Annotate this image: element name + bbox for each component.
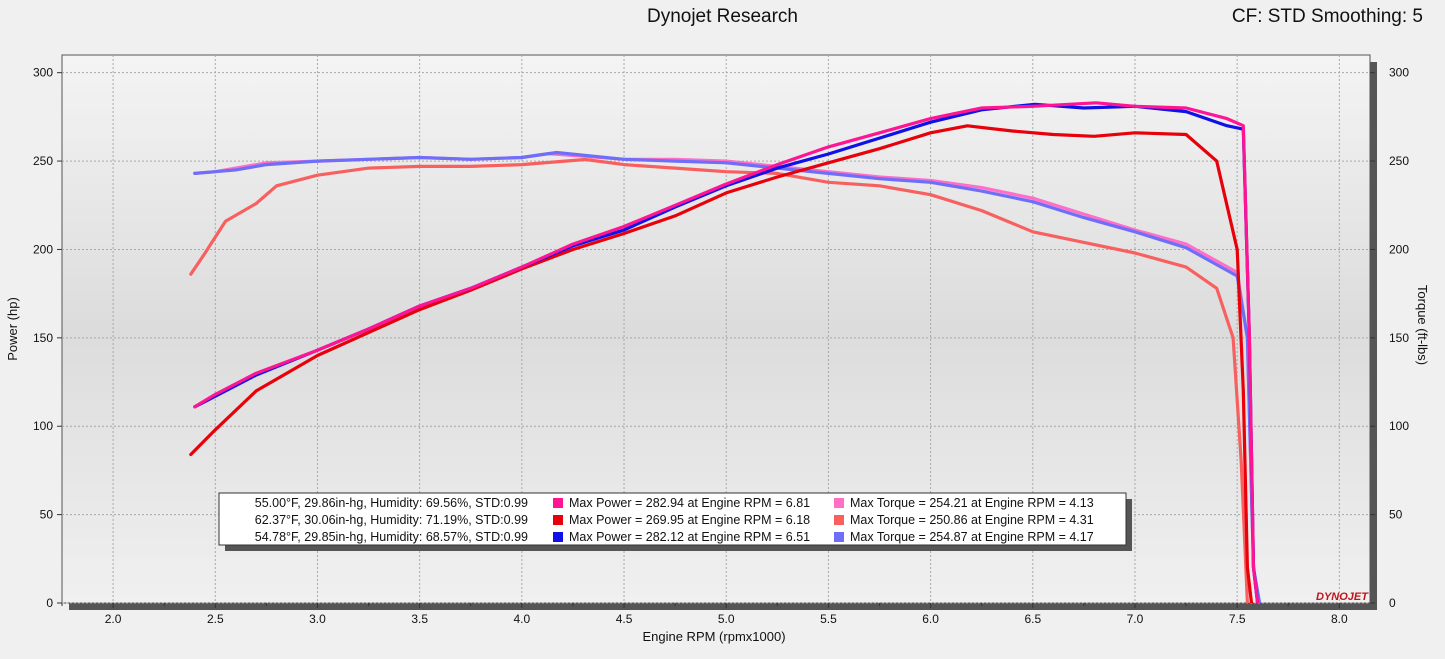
y-right-tick-label: 150 bbox=[1389, 331, 1409, 345]
legend-max-power: Max Power = 282.94 at Engine RPM = 6.81 bbox=[569, 496, 810, 510]
legend-power-swatch bbox=[553, 498, 563, 508]
series-lines bbox=[189, 101, 1262, 603]
y-left-tick-label: 150 bbox=[33, 331, 53, 345]
chart-title: Dynojet Research bbox=[646, 6, 799, 27]
x-tick-label: 4.0 bbox=[514, 612, 531, 626]
x-tick-label: 6.0 bbox=[922, 612, 939, 626]
legend-conditions: 62.37°F, 30.06in-hg, Humidity: 71.19%, S… bbox=[255, 513, 528, 527]
x-tick-label: 5.5 bbox=[820, 612, 837, 626]
y-axis-right-label: Torque (ft-lbs) bbox=[1415, 285, 1430, 365]
x-tick-label: 3.0 bbox=[309, 612, 326, 626]
y-right-tick-label: 300 bbox=[1389, 66, 1409, 80]
legend-box bbox=[218, 492, 1127, 546]
legend-max-power: Max Power = 282.12 at Engine RPM = 6.51 bbox=[569, 530, 810, 544]
x-tick-label: 2.5 bbox=[207, 612, 224, 626]
y-left-tick-label: 50 bbox=[40, 508, 54, 522]
x-tick-label: 7.0 bbox=[1127, 612, 1144, 626]
legend-max-torque: Max Torque = 254.21 at Engine RPM = 4.13 bbox=[850, 496, 1094, 510]
legend-conditions: 54.78°F, 29.85in-hg, Humidity: 68.57%, S… bbox=[255, 530, 528, 544]
x-tick-label: 6.5 bbox=[1024, 612, 1041, 626]
series-run-1-power bbox=[193, 101, 1260, 603]
x-tick-label: 7.5 bbox=[1229, 612, 1246, 626]
x-tick-label: 4.5 bbox=[616, 612, 633, 626]
x-tick-label: 3.5 bbox=[411, 612, 428, 626]
series-run-2-torque bbox=[189, 157, 1249, 603]
x-tick-label: 8.0 bbox=[1331, 612, 1348, 626]
legend: 55.00°F, 29.86in-hg, Humidity: 69.56%, S… bbox=[218, 492, 1132, 551]
y-right-tick-label: 100 bbox=[1389, 419, 1409, 433]
legend-max-torque: Max Torque = 250.86 at Engine RPM = 4.31 bbox=[850, 513, 1094, 527]
x-tick-label: 2.0 bbox=[105, 612, 122, 626]
x-axis-label: Engine RPM (rpmx1000) bbox=[642, 629, 785, 644]
chart-settings: CF: STD Smoothing: 5 bbox=[1231, 6, 1423, 27]
legend-power-swatch bbox=[553, 532, 563, 542]
legend-torque-swatch bbox=[834, 532, 844, 542]
legend-max-torque: Max Torque = 254.87 at Engine RPM = 4.17 bbox=[850, 530, 1094, 544]
y-left-tick-label: 250 bbox=[33, 154, 53, 168]
series-run-3-torque bbox=[193, 150, 1262, 603]
y-right-tick-label: 200 bbox=[1389, 242, 1409, 256]
y-left-tick-label: 0 bbox=[46, 596, 53, 610]
legend-torque-swatch bbox=[834, 515, 844, 525]
y-left-tick-label: 200 bbox=[33, 242, 53, 256]
legend-conditions: 55.00°F, 29.86in-hg, Humidity: 69.56%, S… bbox=[255, 496, 528, 510]
legend-max-power: Max Power = 269.95 at Engine RPM = 6.18 bbox=[569, 513, 810, 527]
series-run-2-power bbox=[189, 124, 1254, 603]
legend-power-swatch bbox=[553, 515, 563, 525]
y-right-tick-label: 50 bbox=[1389, 508, 1403, 522]
legend-torque-swatch bbox=[834, 498, 844, 508]
dynojet-logo: DYNOJET bbox=[1316, 591, 1369, 603]
y-axis-left-label: Power (hp) bbox=[5, 297, 20, 361]
y-right-tick-label: 250 bbox=[1389, 154, 1409, 168]
y-left-tick-label: 100 bbox=[33, 419, 53, 433]
y-right-tick-label: 0 bbox=[1389, 596, 1396, 610]
axis-ticks: 2.0 2.5 3.0 3.5 4.0 4.5 5.0 5.5 6.0 6.5 7.0 7.5 8.0 0… bbox=[33, 66, 1409, 626]
y-left-tick-label: 300 bbox=[33, 66, 53, 80]
x-tick-label: 5.0 bbox=[718, 612, 735, 626]
